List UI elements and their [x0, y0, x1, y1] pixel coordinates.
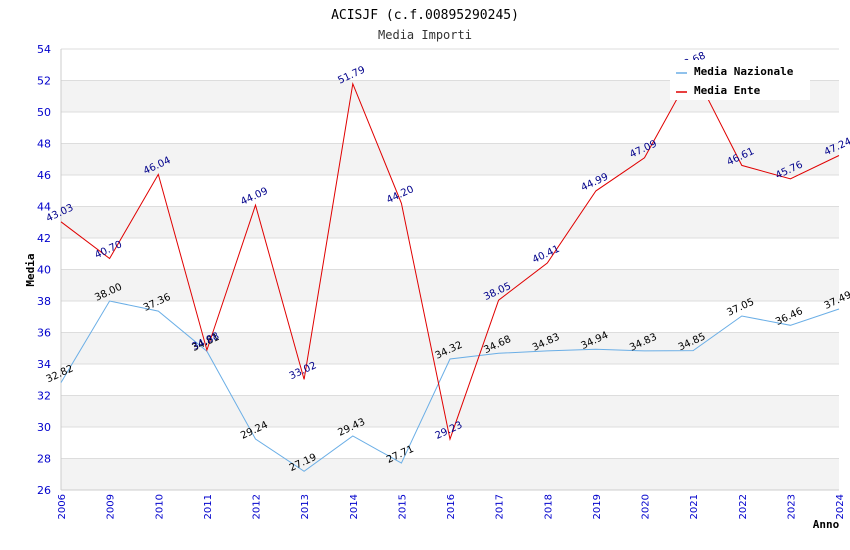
- grid-band: [61, 269, 839, 301]
- legend: Media Nazionale Media Ente: [670, 60, 810, 100]
- x-tick-label: 2021: [689, 494, 700, 519]
- x-tick-label: 2022: [738, 494, 749, 519]
- x-tick-label: 2019: [592, 494, 603, 519]
- grid-lines: [60, 48, 839, 491]
- x-tick-label: 2017: [495, 494, 506, 519]
- y-tick-label: 50: [37, 106, 51, 119]
- y-tick-label: 30: [37, 421, 51, 434]
- x-tick-label: 2011: [203, 494, 214, 519]
- y-tick-label: 28: [37, 453, 51, 466]
- y-tick-label: 46: [37, 169, 51, 182]
- x-tick-label: 2024: [835, 494, 846, 519]
- y-tick-label: 42: [37, 232, 51, 245]
- x-tick-label: 2014: [349, 494, 360, 519]
- x-tick-label: 2009: [106, 494, 117, 519]
- x-tick-label: 2006: [57, 494, 68, 519]
- y-tick-label: 38: [37, 295, 51, 308]
- grid-band: [61, 301, 839, 333]
- x-tick-label: 2010: [154, 494, 165, 519]
- y-tick-label: 54: [37, 43, 51, 56]
- grid-band: [61, 112, 839, 144]
- legend-label-media-nazionale: Media Nazionale: [694, 65, 794, 78]
- y-axis-ticks: 26 28 30 32 34 36 38 40 42 44 46 48 50 52 54: [37, 43, 51, 497]
- y-axis-label: Media: [24, 253, 37, 286]
- grid-band: [61, 458, 839, 490]
- x-tick-label: 2012: [252, 494, 263, 519]
- x-axis-ticks: 2006 2009 2010 2011 2012 2013 2014 2015 2016 2017…: [57, 494, 846, 519]
- x-tick-label: 2013: [300, 494, 311, 519]
- legend-label-media-ente: Media Ente: [694, 84, 761, 97]
- y-tick-label: 34: [37, 358, 51, 371]
- y-tick-label: 36: [37, 327, 51, 340]
- grid-band: [61, 395, 839, 427]
- series-line-media-ente: [60, 68, 840, 441]
- x-tick-label: 2023: [786, 494, 797, 519]
- y-tick-label: 52: [37, 75, 51, 88]
- x-tick-label: 2016: [446, 494, 457, 519]
- y-tick-label: 48: [37, 138, 51, 151]
- chart-title: ACISJF (c.f.00895290245): [331, 8, 519, 23]
- x-tick-label: 2020: [641, 494, 652, 519]
- grid-band: [61, 427, 839, 459]
- x-axis-label: Anno: [813, 518, 840, 531]
- y-tick-label: 44: [37, 201, 51, 214]
- chart-subtitle: Media Importi: [378, 28, 472, 42]
- x-tick-label: 2015: [397, 494, 408, 519]
- y-tick-label: 26: [37, 484, 51, 497]
- grid-band: [61, 364, 839, 396]
- grid-band: [61, 175, 839, 207]
- grid-band: [61, 143, 839, 175]
- series-lines: [60, 68, 840, 472]
- legend-box: [670, 60, 810, 100]
- grid-band: [61, 238, 839, 270]
- x-tick-label: 2018: [543, 494, 554, 519]
- grid-band: [61, 206, 839, 238]
- y-tick-label: 40: [37, 264, 51, 277]
- series-line-media-nazionale: [60, 300, 840, 472]
- y-tick-label: 32: [37, 390, 51, 403]
